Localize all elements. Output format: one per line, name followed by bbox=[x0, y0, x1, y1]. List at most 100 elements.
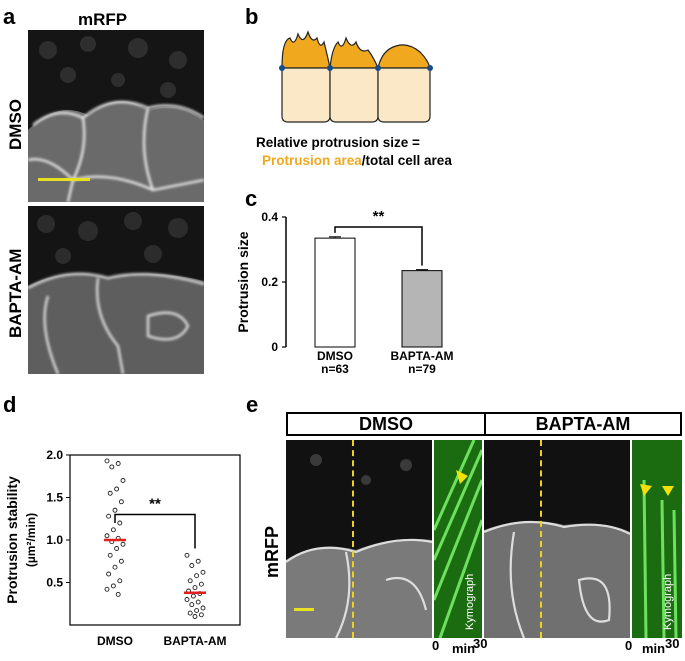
bar bbox=[314, 237, 356, 348]
y-tick-label: 1.0 bbox=[46, 533, 63, 547]
panel-c-label: c bbox=[245, 186, 258, 211]
y-axis-label: Protrusion size bbox=[235, 231, 251, 332]
data-point bbox=[112, 507, 118, 513]
plot-frame bbox=[69, 454, 241, 626]
data-point bbox=[200, 569, 206, 575]
kymograph-label-dmso: Kymograph bbox=[464, 573, 476, 630]
data-point bbox=[104, 533, 110, 539]
y-axis-label: Protrusion stability bbox=[4, 476, 20, 604]
data-point bbox=[120, 478, 126, 483]
data-point bbox=[114, 546, 120, 551]
time-end-bapta: 30 bbox=[665, 636, 680, 651]
data-point bbox=[192, 585, 198, 591]
row-label-dmso: DMSO bbox=[6, 99, 25, 150]
data-point bbox=[117, 578, 123, 584]
data-point bbox=[120, 541, 126, 547]
time-end-dmso: 30 bbox=[473, 636, 488, 651]
y-tick-label: 0.5 bbox=[46, 576, 63, 590]
x-tick-label: BAPTA-AM bbox=[163, 634, 226, 648]
bar bbox=[401, 270, 443, 348]
panel-a-title: mRFP bbox=[78, 10, 128, 29]
data-point bbox=[110, 527, 116, 533]
header-dmso: DMSO bbox=[359, 414, 413, 434]
row-label-bapta: BAPTA-AM bbox=[6, 248, 25, 338]
formula-highlight: Protrusion area bbox=[262, 153, 362, 168]
y-tick-label: 0.4 bbox=[261, 210, 278, 224]
e-scale-bar bbox=[294, 608, 314, 611]
scale-bar bbox=[38, 178, 90, 181]
x-tick-n: n=63 bbox=[321, 362, 349, 376]
data-point bbox=[195, 599, 201, 605]
y-tick-label: 0.2 bbox=[261, 275, 278, 289]
formula-line2: Protrusion area/total cell area bbox=[262, 153, 452, 168]
data-point bbox=[187, 610, 193, 616]
data-point bbox=[118, 558, 124, 564]
data-point bbox=[194, 573, 200, 579]
data-point bbox=[109, 464, 115, 470]
data-point bbox=[110, 583, 116, 589]
e-micrograph-dmso bbox=[286, 440, 432, 638]
x-tick-label: BAPTA-AM bbox=[390, 349, 453, 363]
e-side-label: mRFP bbox=[262, 525, 282, 578]
data-point bbox=[194, 608, 200, 614]
data-point bbox=[107, 552, 113, 558]
data-point bbox=[107, 490, 113, 496]
data-point bbox=[104, 458, 110, 464]
time-start-bapta: 0 bbox=[625, 638, 633, 653]
data-point bbox=[106, 513, 112, 519]
time-unit-bapta: min bbox=[642, 641, 666, 656]
data-point bbox=[184, 552, 190, 558]
data-point bbox=[187, 578, 193, 584]
micrograph-bapta bbox=[28, 206, 204, 374]
kymograph-bapta: Kymograph bbox=[632, 440, 682, 638]
panel-e-label: e bbox=[246, 392, 259, 417]
data-point bbox=[118, 499, 124, 505]
data-point bbox=[190, 593, 196, 599]
data-point bbox=[106, 571, 112, 577]
x-tick-label: DMSO bbox=[317, 349, 353, 363]
dashed-line bbox=[352, 440, 354, 638]
panel-a-label: a bbox=[3, 4, 16, 29]
data-point bbox=[115, 591, 121, 597]
header-bapta: BAPTA-AM bbox=[535, 414, 631, 434]
time-start-dmso: 0 bbox=[432, 638, 440, 653]
formula-line1: Relative protrusion size = bbox=[256, 135, 420, 150]
time-unit-dmso: min bbox=[452, 641, 476, 656]
data-point bbox=[117, 520, 123, 526]
data-point bbox=[104, 586, 110, 592]
condition-header: DMSO BAPTA-AM bbox=[286, 412, 682, 436]
cell-schematic bbox=[279, 30, 433, 123]
kymograph-label-bapta: Kymograph bbox=[662, 573, 674, 630]
header-divider bbox=[484, 414, 486, 434]
panel-b-label: b bbox=[245, 4, 259, 29]
significance-bracket bbox=[334, 226, 423, 266]
data-point bbox=[189, 563, 195, 568]
kymograph-dmso: Kymograph bbox=[434, 440, 482, 638]
data-point bbox=[114, 486, 120, 492]
x-tick-label: DMSO bbox=[97, 634, 133, 648]
y-tick-label: 1.5 bbox=[46, 491, 63, 505]
dashed-line bbox=[540, 440, 542, 638]
y-axis-unit: (µm²/min) bbox=[24, 513, 38, 567]
data-point bbox=[198, 612, 204, 618]
data-point bbox=[200, 605, 206, 611]
micrograph-dmso bbox=[28, 30, 204, 202]
data-point bbox=[115, 461, 121, 466]
e-micrograph-bapta bbox=[484, 440, 630, 638]
data-point bbox=[195, 558, 201, 564]
y-tick-label: 0 bbox=[271, 340, 278, 354]
x-tick-n: n=79 bbox=[408, 362, 436, 376]
panel-d-label: d bbox=[3, 392, 17, 417]
data-point bbox=[184, 597, 190, 602]
data-point bbox=[112, 564, 118, 570]
data-point bbox=[198, 581, 204, 587]
y-tick-label: 2.0 bbox=[46, 448, 63, 462]
significance-bracket bbox=[114, 513, 196, 549]
significance-marker: ** bbox=[149, 496, 161, 513]
scatter-chart: 0.5 1.0 1.5 2.0 Protrusion stability (µm²/min… bbox=[4, 448, 241, 648]
data-point bbox=[192, 614, 198, 619]
significance-marker: ** bbox=[373, 208, 385, 225]
formula-rest: /total cell area bbox=[361, 153, 452, 168]
data-point bbox=[189, 602, 195, 608]
